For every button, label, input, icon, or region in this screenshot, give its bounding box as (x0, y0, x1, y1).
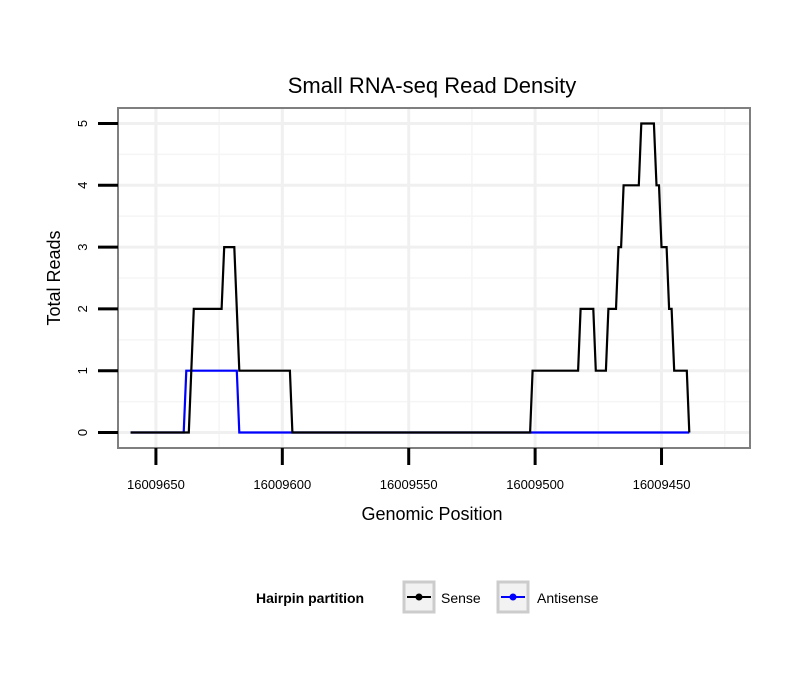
y-axis-title: Total Reads (44, 230, 64, 325)
y-tick-label: 5 (75, 120, 90, 127)
series-line-sense (130, 122, 691, 434)
y-tick-label: 0 (75, 429, 90, 436)
legend-label-sense: Sense (441, 590, 481, 606)
x-tick-label: 16009500 (506, 477, 564, 492)
plot-panel (117, 107, 751, 449)
legend-entry-sense: Sense (402, 580, 481, 614)
legend-key-point-sense (415, 593, 423, 601)
x-tick-label: 16009450 (633, 477, 691, 492)
legend-title: Hairpin partition (256, 590, 364, 606)
x-tick-label: 16009550 (380, 477, 438, 492)
x-tick-label: 16009600 (253, 477, 311, 492)
chart-title: Small RNA-seq Read Density (288, 73, 577, 98)
plot-border (117, 107, 751, 449)
series-layer (130, 122, 691, 434)
y-tick-label: 1 (75, 367, 90, 374)
y-tick-label: 2 (75, 305, 90, 312)
y-axis: 0 1 2 3 4 5 (75, 120, 118, 436)
legend-label-antisense: Antisense (537, 590, 599, 606)
legend: Hairpin partition Sense Antisense (256, 580, 599, 614)
x-tick-label: 16009650 (127, 477, 185, 492)
y-tick-label: 3 (75, 243, 90, 250)
x-axis: 16009650 16009600 16009550 16009500 16009450 (127, 448, 690, 492)
legend-key-point-antisense (509, 593, 517, 601)
x-axis-title: Genomic Position (361, 504, 502, 524)
y-tick-label: 4 (75, 182, 90, 189)
legend-entry-antisense: Antisense (496, 580, 599, 614)
